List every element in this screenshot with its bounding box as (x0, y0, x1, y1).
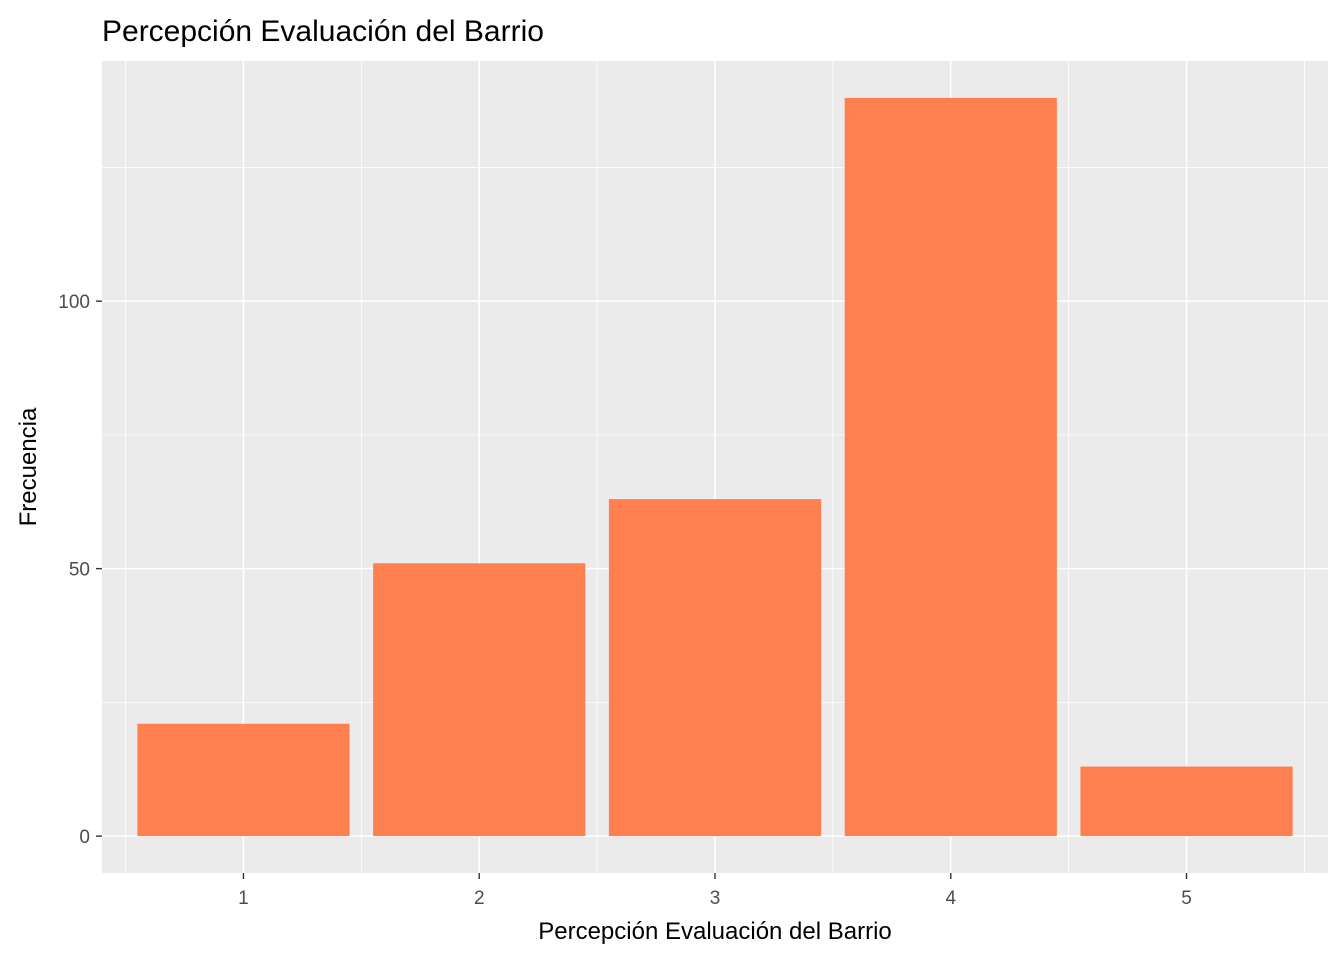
x-axis: 1 2 3 4 5 (238, 873, 1192, 909)
y-tick-label: 50 (69, 560, 90, 581)
x-tick-label: 5 (1181, 888, 1192, 909)
x-tick-label: 3 (710, 888, 721, 909)
bar-2 (373, 563, 586, 837)
bar-1 (137, 723, 350, 837)
bar-4 (844, 97, 1057, 837)
bars (137, 97, 1293, 837)
x-tick-label: 4 (945, 888, 956, 909)
x-axis-title: Percepción Evaluación del Barrio (538, 918, 892, 945)
y-axis: 0 50 100 (58, 292, 102, 848)
bar-3 (608, 499, 822, 837)
y-axis-title: Frecuencia (15, 407, 42, 526)
y-tick-label: 0 (79, 827, 90, 848)
x-tick-label: 1 (238, 888, 249, 909)
y-tick-label: 100 (58, 292, 90, 313)
chart-title: Percepción Evaluación del Barrio (102, 15, 544, 48)
x-tick-label: 2 (474, 888, 485, 909)
bar-5 (1080, 766, 1293, 837)
